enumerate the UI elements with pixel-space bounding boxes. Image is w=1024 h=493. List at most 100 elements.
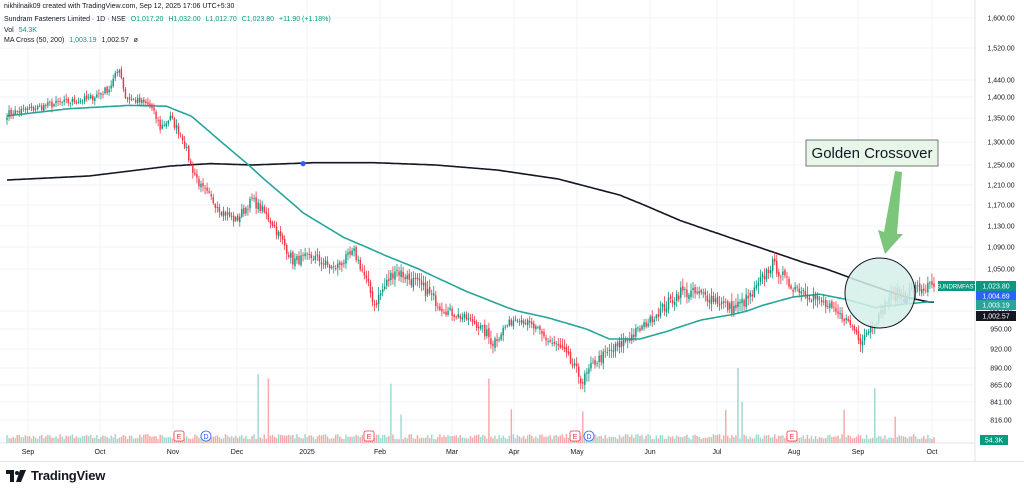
candle-body <box>933 283 935 288</box>
volume-bar <box>245 435 247 443</box>
volume-bar <box>818 437 821 443</box>
volume-bar <box>108 438 110 443</box>
candle-body <box>185 147 188 148</box>
volume-bar <box>673 438 676 443</box>
volume-bar <box>402 439 404 443</box>
candle-body <box>800 291 802 294</box>
volume-bar <box>412 438 415 443</box>
dividend-badge <box>200 430 212 442</box>
volume-bar <box>341 438 343 443</box>
volume-bar <box>339 436 341 443</box>
candle-body <box>40 105 43 111</box>
price-axis: 816.00841.00865.00890.00920.00950.00990.… <box>987 16 1014 425</box>
volume-bar <box>190 439 192 443</box>
callout-box <box>805 139 939 167</box>
candle-body <box>802 290 805 292</box>
candle-body <box>633 334 635 338</box>
candle-body <box>541 331 543 334</box>
volume-bar <box>528 434 531 443</box>
price-tick-label: 1,170.00 <box>987 203 1014 210</box>
candlesticks <box>6 66 935 393</box>
candle-body <box>718 303 721 306</box>
volume-bar <box>198 437 200 443</box>
volume-bar <box>290 435 292 443</box>
volume-bar <box>271 434 274 443</box>
candle-body <box>818 297 821 299</box>
golden-crossover-callout: Golden Crossover <box>805 139 939 329</box>
volume-bar <box>196 435 198 443</box>
volume-bar <box>833 436 835 443</box>
candle-body <box>504 326 506 328</box>
candle-body <box>257 202 259 210</box>
candle-body <box>920 289 923 294</box>
candle-body <box>196 173 198 178</box>
candle-body <box>708 299 711 303</box>
candle-body <box>806 294 809 299</box>
candle-body <box>343 262 345 264</box>
volume-bar <box>567 438 570 443</box>
candle-body <box>914 285 917 294</box>
ma-legend-row[interactable]: MA Cross (50, 200) 1,003.19 1,002.57 ø <box>4 36 334 47</box>
volume-bar <box>739 438 741 443</box>
volume-bar <box>241 434 243 443</box>
callout-arrow <box>878 171 903 254</box>
candle-body <box>488 328 490 338</box>
volume-bar <box>234 435 237 443</box>
symbol-legend-row[interactable]: Sundram Fasteners Limited · 1D · NSE O1,… <box>4 15 334 26</box>
volume-bar <box>239 436 241 443</box>
candle-body <box>286 245 288 254</box>
volume-bar <box>796 438 798 443</box>
volume-bar <box>310 435 312 443</box>
candle-body <box>200 183 202 188</box>
volume-legend-row[interactable]: Vol 54.3K <box>4 26 334 37</box>
candle-body <box>263 206 266 213</box>
candle-body <box>518 321 521 323</box>
candle-body <box>198 178 200 187</box>
volume-bar <box>141 437 143 443</box>
volume-bar <box>294 438 296 443</box>
candle-body <box>6 117 8 120</box>
candle-body <box>277 231 280 237</box>
candle-body <box>684 288 686 290</box>
volume-bar <box>624 434 627 443</box>
candle-body <box>251 197 253 199</box>
candle-body <box>851 325 854 327</box>
volume-bar <box>771 437 774 443</box>
volume-bar <box>457 437 459 443</box>
volume-bar <box>755 434 758 443</box>
price-tick-label: 1,090.00 <box>987 245 1014 252</box>
candle-body <box>696 291 698 294</box>
candle-body <box>755 285 758 289</box>
candle-body <box>114 72 116 79</box>
candle-body <box>253 198 255 200</box>
candle-body <box>34 108 37 110</box>
volume-bar <box>34 437 37 443</box>
candle-body <box>53 104 55 107</box>
volume-bar <box>716 434 719 443</box>
volume-bar <box>51 437 53 443</box>
volume-bar <box>563 437 566 443</box>
candle-body <box>100 93 102 95</box>
volume-bar <box>441 437 443 443</box>
volume-bar <box>835 436 837 443</box>
candle-body <box>143 99 145 103</box>
volume-bar <box>700 438 702 443</box>
volume-bar <box>908 436 911 443</box>
volume-bar <box>247 439 249 443</box>
price-tick-label: 1,400.00 <box>987 95 1014 102</box>
candle-body <box>853 325 856 331</box>
price-tick-label: 1,600.00 <box>987 16 1014 23</box>
volume-bar <box>418 438 421 443</box>
candle-body <box>328 264 331 269</box>
tradingview-logo[interactable]: TradingView <box>6 468 105 483</box>
candle-body <box>859 338 862 345</box>
candle-body <box>332 266 335 268</box>
volume-bar <box>288 434 290 443</box>
earnings-badge <box>173 430 185 442</box>
candle-body <box>412 278 415 288</box>
volume-bar <box>718 434 721 443</box>
candle-body <box>716 296 719 304</box>
eye-slash-icon[interactable]: ø <box>133 37 138 44</box>
event-marker-label: D <box>203 434 208 441</box>
